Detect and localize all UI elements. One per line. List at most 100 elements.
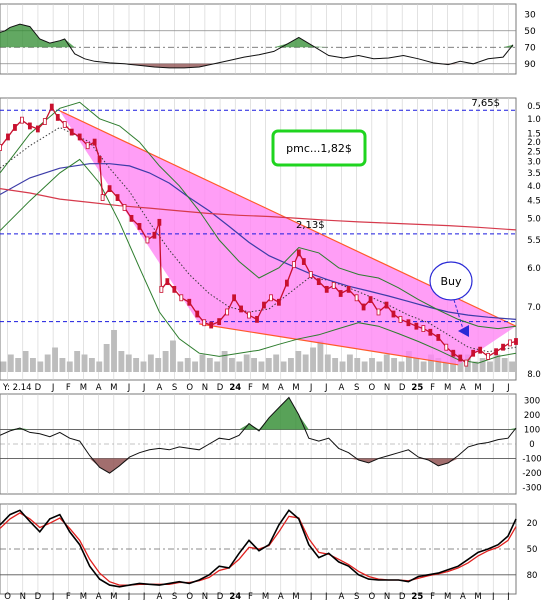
- price-month-label: O: [186, 383, 193, 393]
- volume-bar: [420, 361, 427, 372]
- stoch-month-label: M: [292, 592, 299, 600]
- volume-bar: [29, 358, 36, 372]
- price-axis-tick: 5.0: [527, 214, 541, 224]
- volume-bar: [346, 354, 353, 372]
- price-panel-frame: [0, 97, 517, 381]
- stoch-axis-tick: 80: [527, 571, 538, 581]
- stoch-month-label: S: [172, 592, 177, 600]
- price-candle: [69, 128, 74, 136]
- volume-bar: [487, 361, 493, 372]
- price-candle: [414, 322, 419, 330]
- price-candle: [157, 218, 162, 226]
- price-candle: [20, 116, 24, 124]
- volume-bar: [428, 354, 434, 372]
- stoch-month-label: N: [202, 592, 208, 600]
- price-candle: [478, 346, 483, 354]
- price-candle: [0, 144, 2, 151]
- price-candle: [514, 338, 518, 345]
- price-candle: [137, 223, 142, 230]
- price-candle: [376, 308, 381, 316]
- volume-bar: [339, 361, 346, 372]
- volume-bar: [354, 358, 361, 372]
- price-candle: [179, 294, 184, 302]
- price-month-label: N: [202, 383, 208, 393]
- top-axis-tick: 90: [524, 60, 536, 70]
- volume-bar: [214, 361, 221, 372]
- price-month-label: J: [51, 383, 55, 393]
- price-candle: [338, 290, 343, 297]
- price-candle: [398, 315, 403, 323]
- top-oscillator-line: [0, 23, 514, 69]
- price-candle: [13, 124, 17, 131]
- stoch-k-line: [0, 509, 517, 588]
- volume-bar: [147, 354, 154, 372]
- price-candle: [232, 294, 236, 302]
- stoch-month-label: M: [474, 592, 481, 600]
- price-month-label: J: [491, 383, 495, 393]
- volume-bar: [501, 358, 508, 372]
- price-axis-tick: 0.5: [527, 102, 541, 112]
- stoch-month-label: J: [309, 592, 313, 600]
- price-month-label: A: [278, 383, 284, 393]
- price-candle: [100, 194, 105, 201]
- price-month-label: J: [127, 383, 131, 393]
- stoch-month-label: A: [278, 592, 284, 600]
- stoch-month-label: M: [444, 592, 451, 600]
- price-month-label: O: [368, 383, 375, 393]
- price-month-label: M: [474, 383, 481, 393]
- price-candle: [284, 279, 289, 287]
- stoch-month-label: A: [339, 592, 345, 600]
- stoch-month-label: M: [262, 592, 269, 600]
- price-candle: [209, 321, 214, 329]
- price-candle: [277, 298, 281, 306]
- stoch-d-line: [0, 512, 517, 586]
- volume-bar: [184, 358, 191, 372]
- stoch-month-label: J: [491, 592, 495, 600]
- volume-bar: [118, 351, 125, 372]
- volume-bar: [280, 361, 287, 372]
- volume-bar: [199, 354, 206, 372]
- price-candle: [129, 214, 134, 222]
- price-candle: [77, 133, 82, 141]
- price-candle: [165, 278, 170, 286]
- volume-bar: [229, 358, 235, 372]
- stoch-month-label: J: [142, 592, 146, 600]
- volume-bar: [376, 361, 383, 372]
- volume-bar: [332, 358, 339, 372]
- volume-bar: [103, 344, 110, 372]
- price-candle: [262, 301, 266, 309]
- volume-bar: [96, 361, 103, 372]
- stoch-month-label: D: [35, 592, 42, 600]
- volume-bar: [88, 358, 95, 372]
- stoch-month-label: D: [217, 592, 224, 600]
- price-month-label: D: [217, 383, 224, 393]
- volume-bar: [251, 358, 257, 372]
- volume-bar: [15, 358, 22, 372]
- stoch-month-label: O: [368, 592, 375, 600]
- wedge-fill: [59, 110, 516, 365]
- price-axis-tick: 3.0: [527, 158, 541, 168]
- price-month-label: 25: [411, 383, 423, 393]
- price-candle: [85, 142, 90, 150]
- price-candle: [316, 278, 321, 286]
- price-candle: [436, 334, 441, 341]
- volume-bar: [265, 358, 272, 372]
- volume-bar: [192, 361, 199, 372]
- price-candle: [464, 359, 469, 367]
- buy-label: Buy: [440, 275, 462, 288]
- cci-axis-tick: -300: [522, 484, 541, 494]
- price-month-label: N: [384, 383, 390, 393]
- stoch-month-label: M: [80, 592, 87, 600]
- price-month-label: F: [248, 383, 253, 393]
- price-month-label: S: [354, 383, 359, 393]
- price-candle: [508, 339, 512, 347]
- stoch-month-label: A: [460, 592, 466, 600]
- volume-bar: [361, 361, 368, 372]
- price-candle: [384, 301, 389, 309]
- price-axis-tick: 2.0: [527, 138, 541, 148]
- price-candle: [255, 315, 259, 323]
- volume-bar: [66, 361, 73, 372]
- price-month-label: A: [339, 383, 345, 393]
- stoch-month-label: F: [430, 592, 435, 600]
- price-month-label: D: [399, 383, 406, 393]
